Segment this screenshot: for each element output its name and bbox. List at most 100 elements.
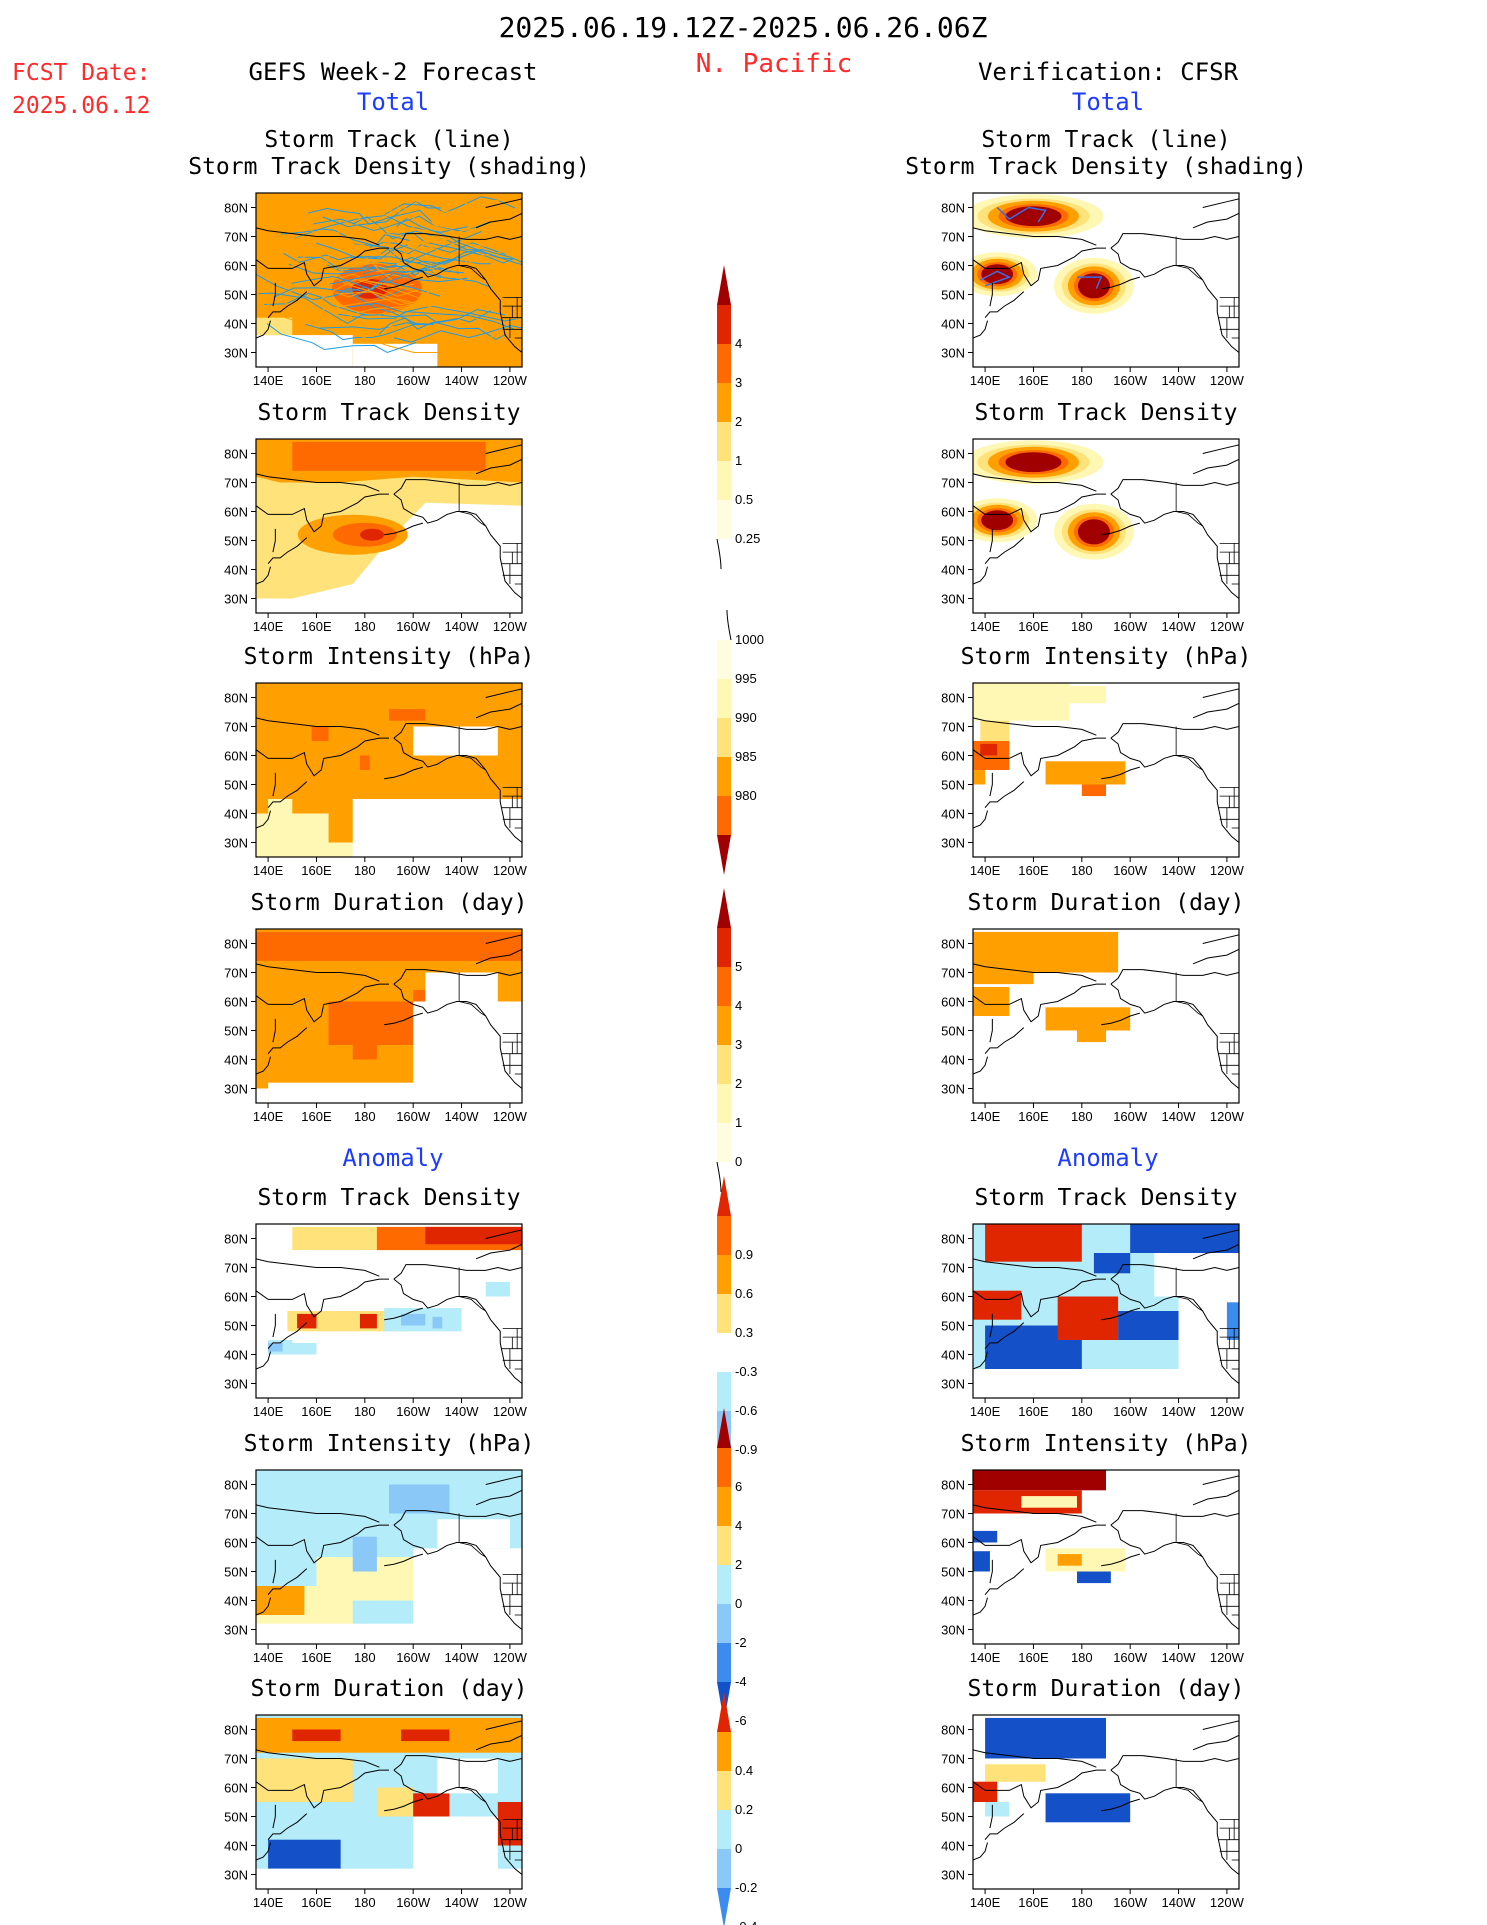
map-frame	[972, 192, 1240, 368]
map-frame	[972, 682, 1240, 858]
x-tick-label: 160W	[1113, 1895, 1148, 1910]
colorbar-label: -0.2	[735, 1880, 757, 1895]
x-tick-label: 160W	[1113, 1404, 1148, 1419]
cb-intensity: 1000 995 990 985 980	[717, 609, 764, 875]
panel-title: Storm Track Density	[974, 1185, 1237, 1211]
y-tick-label: 40N	[941, 1348, 965, 1363]
colorbar-label: 1000	[735, 632, 764, 647]
y-tick-label: 40N	[224, 317, 248, 332]
x-tick-label: 140W	[445, 1895, 480, 1910]
x-tick-label: 160W	[1113, 1109, 1148, 1124]
x-tick-label: 160W	[396, 619, 431, 634]
x-tick-label: 180	[1071, 1650, 1093, 1665]
colorbars: 4 3 2 1 0.5 0.25 1000 995 990 985 980 5 4 3 2 1 0 0.9 0.6 0…	[716, 265, 764, 1925]
x-tick-label: 140E	[970, 863, 1001, 878]
y-tick-label: 60N	[224, 1781, 248, 1796]
map-frame	[972, 438, 1240, 614]
panel-title: Storm Duration (day)	[968, 1676, 1245, 1702]
x-tick-label: 160E	[301, 373, 332, 388]
x-tick-label: 160W	[396, 1404, 431, 1419]
x-tick-label: 160W	[1113, 373, 1148, 388]
panel-title: Storm Intensity (hPa)	[244, 1431, 535, 1457]
fcst-date-label: FCST Date:	[12, 60, 150, 86]
y-tick-label: 30N	[224, 1377, 248, 1392]
colorbar-label: 6	[735, 1479, 742, 1494]
colorbar-label: 0.9	[735, 1247, 753, 1262]
y-tick-label: 60N	[941, 259, 965, 274]
y-tick-label: 60N	[224, 259, 248, 274]
panel-title: Storm Duration (day)	[968, 890, 1245, 916]
map-frame	[972, 1469, 1240, 1645]
y-tick-label: 80N	[224, 937, 248, 952]
x-tick-label: 140E	[970, 619, 1001, 634]
x-tick-label: 140W	[445, 863, 480, 878]
colorbar-label: -0.3	[735, 1364, 757, 1379]
colorbar-label: -4	[735, 1674, 747, 1689]
y-tick-label: 80N	[941, 447, 965, 462]
y-tick-label: 80N	[941, 201, 965, 216]
y-tick-label: 40N	[224, 563, 248, 578]
verification-intensity-anom-panel: Storm Intensity (hPa) 140E 160E 180 160W 140W…	[941, 1431, 1251, 1665]
y-tick-label: 70N	[224, 230, 248, 245]
colorbar-label: 2	[735, 1076, 742, 1091]
panel-title: Storm Duration (day)	[251, 890, 528, 916]
y-tick-label: 50N	[224, 1319, 248, 1334]
colorbar-label: 2	[735, 414, 742, 429]
x-tick-label: 180	[354, 619, 376, 634]
x-tick-label: 180	[1071, 373, 1093, 388]
y-tick-label: 50N	[224, 778, 248, 793]
y-tick-label: 60N	[941, 505, 965, 520]
y-tick-label: 30N	[941, 346, 965, 361]
y-tick-label: 80N	[941, 937, 965, 952]
x-tick-label: 180	[1071, 1109, 1093, 1124]
map-frame	[255, 438, 523, 614]
x-tick-label: 180	[1071, 619, 1093, 634]
verification-anomaly-label: Anomaly	[1057, 1144, 1158, 1172]
x-tick-label: 120W	[1210, 863, 1245, 878]
colorbar-label: -2	[735, 1635, 747, 1650]
y-tick-label: 70N	[224, 1507, 248, 1522]
x-tick-label: 140W	[445, 619, 480, 634]
y-tick-label: 30N	[224, 836, 248, 851]
x-tick-label: 160E	[1018, 1895, 1049, 1910]
y-tick-label: 30N	[224, 592, 248, 607]
y-tick-label: 70N	[941, 720, 965, 735]
panel-title: Storm Duration (day)	[251, 1676, 528, 1702]
y-tick-label: 30N	[224, 1082, 248, 1097]
x-tick-label: 180	[354, 1895, 376, 1910]
forecast-anomaly-label: Anomaly	[342, 1144, 443, 1172]
y-tick-label: 60N	[224, 505, 248, 520]
y-tick-label: 80N	[941, 1232, 965, 1247]
x-tick-label: 140W	[1162, 1650, 1197, 1665]
x-tick-label: 140W	[1162, 1109, 1197, 1124]
colorbar-label: -0.4	[735, 1919, 757, 1925]
y-tick-label: 30N	[224, 1868, 248, 1883]
x-tick-label: 140E	[253, 373, 284, 388]
x-tick-label: 120W	[493, 1109, 528, 1124]
x-tick-label: 160W	[396, 1109, 431, 1124]
x-tick-label: 160W	[396, 1895, 431, 1910]
colorbar-label: 990	[735, 710, 757, 725]
x-tick-label: 140E	[253, 1650, 284, 1665]
x-tick-label: 160W	[1113, 1650, 1148, 1665]
x-tick-label: 140W	[445, 1404, 480, 1419]
x-tick-label: 160E	[301, 1109, 332, 1124]
y-tick-label: 60N	[941, 1536, 965, 1551]
x-tick-label: 140W	[1162, 1895, 1197, 1910]
x-tick-label: 160E	[301, 1404, 332, 1419]
y-tick-label: 70N	[941, 1752, 965, 1767]
y-tick-label: 50N	[941, 288, 965, 303]
region-label: N. Pacific	[696, 49, 853, 79]
y-tick-label: 60N	[941, 1290, 965, 1305]
forecast-density-panel: Storm Track Density 140E 160E 180 160W 140W 12…	[224, 400, 527, 634]
colorbar-label: -0.6	[735, 1403, 757, 1418]
y-tick-label: 80N	[224, 691, 248, 706]
x-tick-label: 120W	[493, 863, 528, 878]
x-tick-label: 120W	[493, 619, 528, 634]
x-tick-label: 140E	[970, 1895, 1001, 1910]
colorbar-label: -6	[735, 1713, 747, 1728]
x-tick-label: 160W	[396, 863, 431, 878]
y-tick-label: 70N	[224, 1261, 248, 1276]
y-tick-label: 70N	[224, 476, 248, 491]
colorbar-label: 0.25	[735, 531, 760, 546]
